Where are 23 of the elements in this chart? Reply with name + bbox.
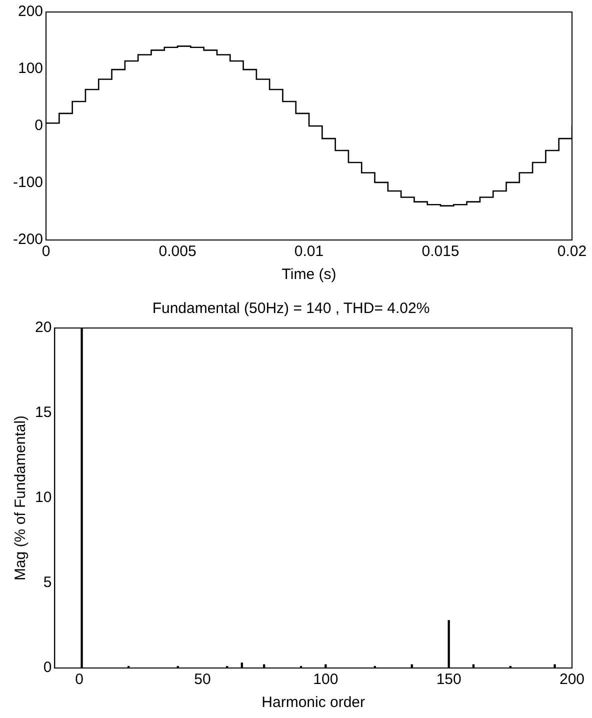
y-tick-label: 200 (18, 3, 44, 20)
x-tick-label: 0.015 (422, 243, 460, 260)
x-tick-label: 50 (194, 671, 211, 688)
chart-title: Fundamental (50Hz) = 140 , THD= 4.02% (152, 300, 430, 318)
y-tick-label: 0 (34, 117, 44, 134)
y-tick-label: 15 (34, 404, 52, 422)
y-tick-label: 100 (18, 60, 44, 78)
x-tick-label: 0 (75, 671, 84, 688)
y-axis-title: Mag (% of Fundamental) (12, 415, 30, 581)
y-tick-label: 10 (34, 489, 52, 506)
y-tick-label: 20 (34, 319, 52, 336)
y-tick-label: -100 (12, 174, 44, 192)
y-tick-label: 0 (43, 659, 52, 676)
x-tick-label: 0.01 (294, 243, 324, 260)
x-axis-title: Harmonic order (262, 694, 366, 712)
x-tick-label: 200 (559, 671, 585, 688)
x-axis-title: Time (s) (282, 266, 336, 284)
x-tick-label: 150 (436, 671, 462, 688)
y-tick-label: -200 (12, 231, 44, 248)
x-tick-label: 100 (313, 671, 338, 688)
x-tick-label: 0.005 (158, 243, 196, 260)
x-tick-label: 0.02 (557, 243, 587, 260)
y-tick-label: 5 (43, 574, 52, 592)
